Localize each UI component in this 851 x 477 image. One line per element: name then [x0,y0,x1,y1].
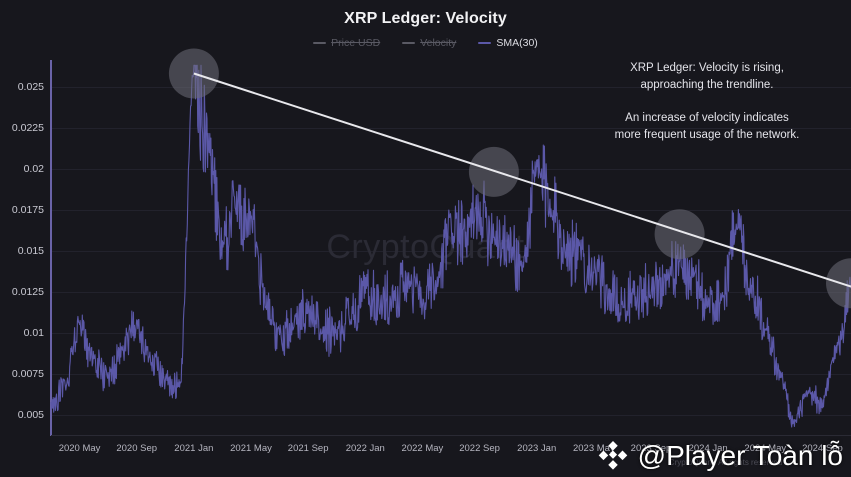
grid-line [51,414,851,416]
x-axis-tick: 2022 May [401,443,444,454]
y-axis-tick: 0.005 [17,408,44,421]
user-watermark: @Player Toàn lỗ [596,439,843,473]
x-axis-tick: 2021 Jan [174,443,214,454]
binance-diamond-icon [598,441,627,470]
user-watermark-label: @Player Toàn lỗ [637,440,843,471]
y-axis-line [50,60,52,436]
grid-line [51,250,851,252]
x-axis-tick-labels: 2020 May 2020 Sep 2021 Jan 2021 May 2021 Sep… [0,443,851,461]
x-axis-tick: 2023 Sep [630,443,672,454]
grid-line [51,209,851,211]
x-axis-tick: 2021 Sep [287,443,329,454]
y-axis-tick: 0.0075 [11,367,44,380]
y-axis-tick: 0.02 [23,162,44,175]
grid-line [51,86,851,88]
x-axis-tick: 2021 May [230,443,272,454]
x-axis-tick: 2023 May [572,443,615,454]
grid-line [51,168,851,170]
series-sma30 [50,64,851,428]
x-axis-line [51,435,851,436]
annotation-rising: XRP Ledger: Velocity is rising, approach… [630,62,784,91]
trendline-touch-marker [468,146,519,197]
chart-legend: Price USD Velocity SMA(30) [0,37,851,49]
x-axis-tick: 2024 Sep [802,443,843,454]
page-title: XRP Ledger: Velocity [344,10,507,27]
legend-label-price-usd: Price USD [331,37,381,49]
legend-label-sma30: SMA(30) [496,37,538,49]
legend-label-velocity: Velocity [420,37,457,49]
legend-swatch-velocity [402,42,416,44]
x-axis-tick: 2020 Sep [116,443,158,454]
legend-swatch-sma30 [478,42,492,44]
legend-item-velocity[interactable]: Velocity [402,37,456,49]
y-axis-tick: 0.0175 [11,203,44,216]
x-axis-tick: 2022 Sep [459,443,500,454]
x-axis-tick: 2020 May [58,443,101,454]
legend-item-sma30[interactable]: SMA(30) [478,37,538,49]
y-axis-tick: 0.025 [17,80,44,93]
series-line-sma30 [50,64,851,428]
grid-line [51,332,851,334]
trendline-touch-marker [654,209,705,260]
x-axis-tick: 2024 Jan [688,443,728,454]
trendline [193,72,851,288]
y-axis-tick: 0.01 [23,326,44,339]
grid-line [51,373,851,375]
annotation-meaning: An increase of velocity indicates more f… [614,112,800,141]
x-axis-tick: 2024 May [744,443,787,454]
legend-item-price-usd[interactable]: Price USD [313,37,380,49]
y-axis-tick: 0.0125 [11,285,44,298]
grid-line [51,291,851,293]
y-axis-tick: 0.0225 [11,121,44,134]
plot-area [51,62,851,432]
x-axis-tick: 2023 Jan [517,443,557,454]
trendline-segment [193,72,851,288]
grid-line [51,127,851,129]
y-axis-tick: 0.015 [17,244,44,257]
legend-swatch-price-usd [313,42,327,44]
x-axis-tick: 2022 Jan [345,443,385,454]
